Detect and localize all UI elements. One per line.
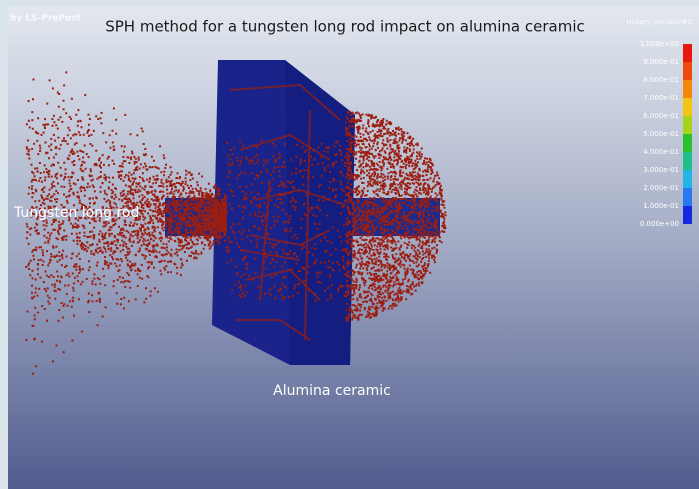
- legend-title: History Variable#2: [626, 18, 692, 26]
- legend-swatch: [683, 134, 692, 152]
- legend-tick: 9.000e-01: [643, 58, 679, 66]
- legend-swatch: [683, 152, 692, 170]
- watermark: by LS-PrePost: [10, 14, 82, 24]
- legend-tick: 1.000e-01: [643, 202, 679, 210]
- screenshot: by LS-PrePost SPH method for a tungsten …: [0, 0, 699, 489]
- legend-swatch: [683, 116, 692, 134]
- rod-label: Tungsten long rod: [13, 205, 139, 221]
- legend-tick: 1.000e+00: [640, 40, 679, 48]
- legend-tick: 2.000e-01: [643, 184, 679, 192]
- legend-swatch: [683, 170, 692, 188]
- legend-tick: 4.000e-01: [643, 148, 679, 156]
- ceramic-label: Alumina ceramic: [273, 383, 391, 399]
- legend-tick: 8.000e-01: [643, 76, 679, 84]
- legend-tick: 3.000e-01: [643, 166, 679, 174]
- legend-swatch: [683, 98, 692, 116]
- legend-swatch: [683, 206, 692, 224]
- legend-tick: 6.000e-01: [643, 112, 679, 120]
- legend-tick: 5.000e-01: [643, 130, 679, 138]
- legend-swatch: [683, 44, 692, 62]
- legend-swatch: [683, 188, 692, 206]
- legend-swatch: [683, 80, 692, 98]
- legend-tick: 7.000e-01: [643, 94, 679, 102]
- legend-swatch: [683, 62, 692, 80]
- legend-tick: 0.000e+00: [640, 220, 679, 228]
- title: SPH method for a tungsten long rod impac…: [105, 18, 585, 36]
